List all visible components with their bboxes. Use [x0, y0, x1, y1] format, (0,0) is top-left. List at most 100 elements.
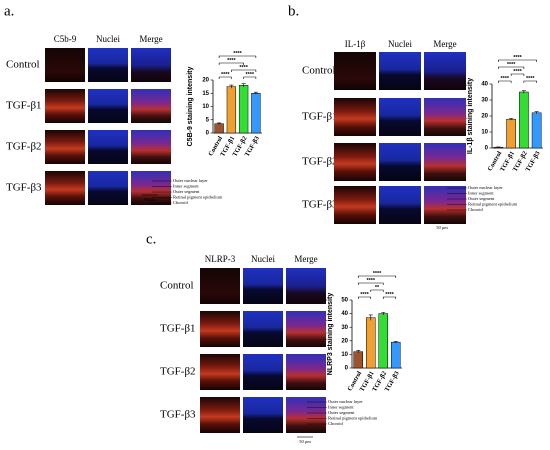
column-header: Merge [294, 254, 317, 264]
micrograph [243, 311, 283, 347]
y-tick-label: 30 [341, 325, 348, 331]
micrograph [379, 98, 421, 136]
significance-bracket [231, 69, 257, 72]
bar [391, 341, 401, 369]
micrograph [88, 48, 128, 82]
micrograph [88, 130, 128, 164]
row-label: TGF-β1 [6, 100, 42, 112]
row-label: TGF-β3 [160, 409, 196, 421]
micrograph [45, 130, 85, 164]
layer-label: Retinal pigment epithelium [468, 202, 518, 207]
error-bar [509, 117, 514, 121]
layer-label: Inner segment [328, 405, 354, 410]
bar [251, 93, 261, 134]
significance-bracket [218, 55, 257, 58]
micrograph [379, 143, 421, 181]
scale-bar-label: 50 μm [436, 225, 448, 230]
error-bar [253, 91, 258, 95]
micrograph [243, 268, 283, 304]
significance-label: **** [373, 271, 382, 277]
row-label: Control [160, 280, 194, 292]
micrograph [334, 52, 376, 90]
micrograph [334, 143, 376, 181]
bar [531, 112, 542, 149]
y-tick-label: 50 [341, 298, 348, 304]
significance-bracket [498, 59, 537, 62]
micrograph [200, 397, 240, 433]
bar [519, 91, 529, 149]
column-header: NLRP-3 [205, 254, 236, 264]
significance-label: **** [366, 278, 375, 284]
y-tick-label: 10 [341, 352, 348, 358]
error-bar [217, 122, 222, 125]
micrograph [88, 171, 128, 205]
significance-bracket [510, 73, 525, 76]
micrograph [286, 397, 326, 433]
y-axis-label: NLRP3 staining intensity [327, 293, 334, 376]
micrograph [200, 311, 240, 347]
micrograph [243, 354, 283, 390]
error-bar [356, 350, 361, 354]
y-tick-label: 15 [202, 91, 209, 97]
layer-label: Outer segment [328, 410, 355, 415]
significance-bracket [498, 80, 512, 83]
significance-label: **** [360, 292, 369, 298]
layer-label: Inner segment [173, 184, 199, 189]
y-axis-label: C5B-9 staining intensity [187, 67, 194, 147]
significance-bracket [243, 76, 257, 79]
bar [226, 86, 237, 134]
significance-label: **** [227, 58, 236, 64]
layer-label: Outer nuclear layer [173, 178, 208, 183]
layer-label: Outer segment [173, 189, 200, 194]
panel-label: c. [146, 231, 156, 247]
micrograph [334, 186, 376, 224]
significance-bracket [218, 62, 244, 65]
bar [238, 85, 249, 134]
panel-label: a. [4, 3, 14, 19]
column-header: Merge [139, 34, 162, 44]
scale-bar-label: 50 μm [299, 439, 311, 444]
layer-label: Outer nuclear layer [328, 399, 363, 404]
significance-bracket [382, 296, 397, 299]
y-tick-label: 40 [341, 311, 348, 317]
row-label: TGF-β1 [160, 323, 196, 335]
error-bar [534, 111, 539, 114]
significance-label: **** [526, 76, 535, 82]
row-label: Control [6, 59, 40, 71]
significance-bracket [218, 76, 232, 79]
micrograph [424, 143, 466, 181]
micrograph [200, 268, 240, 304]
significance-bracket [498, 66, 525, 69]
error-bar [521, 90, 526, 94]
y-tick-label: 20 [202, 78, 209, 84]
column-header: Nuclei [388, 39, 412, 49]
layer-label: Outer segment [468, 196, 495, 201]
column-header: IL-1β [345, 39, 366, 49]
layer-label: Retinal pigment epithelium [173, 195, 223, 200]
row-label: TGF-β3 [6, 182, 42, 194]
micrograph [379, 186, 421, 224]
micrograph [424, 52, 466, 90]
significance-label: **** [513, 55, 522, 61]
significance-label: ** [375, 285, 380, 291]
y-axis-label: IL-1β staining intensity [467, 78, 474, 154]
significance-bracket [357, 282, 384, 285]
y-tick-label: 40 [481, 82, 488, 88]
micrograph [286, 354, 326, 390]
layer-label: Retinal pigment epithelium [328, 416, 378, 421]
bar [353, 351, 363, 369]
layer-label: Choroid [328, 421, 344, 426]
error-bar [381, 311, 386, 315]
significance-label: **** [507, 62, 516, 68]
significance-label: **** [245, 72, 254, 78]
error-bar [496, 146, 501, 148]
micrograph [131, 130, 171, 164]
column-header: C5b-9 [54, 34, 77, 44]
y-tick-label: 10 [481, 130, 488, 136]
y-tick-label: 30 [481, 98, 488, 104]
panel-label: b. [288, 3, 299, 19]
micrograph [45, 171, 85, 205]
micrograph [424, 186, 466, 224]
row-label: Control [302, 65, 336, 77]
